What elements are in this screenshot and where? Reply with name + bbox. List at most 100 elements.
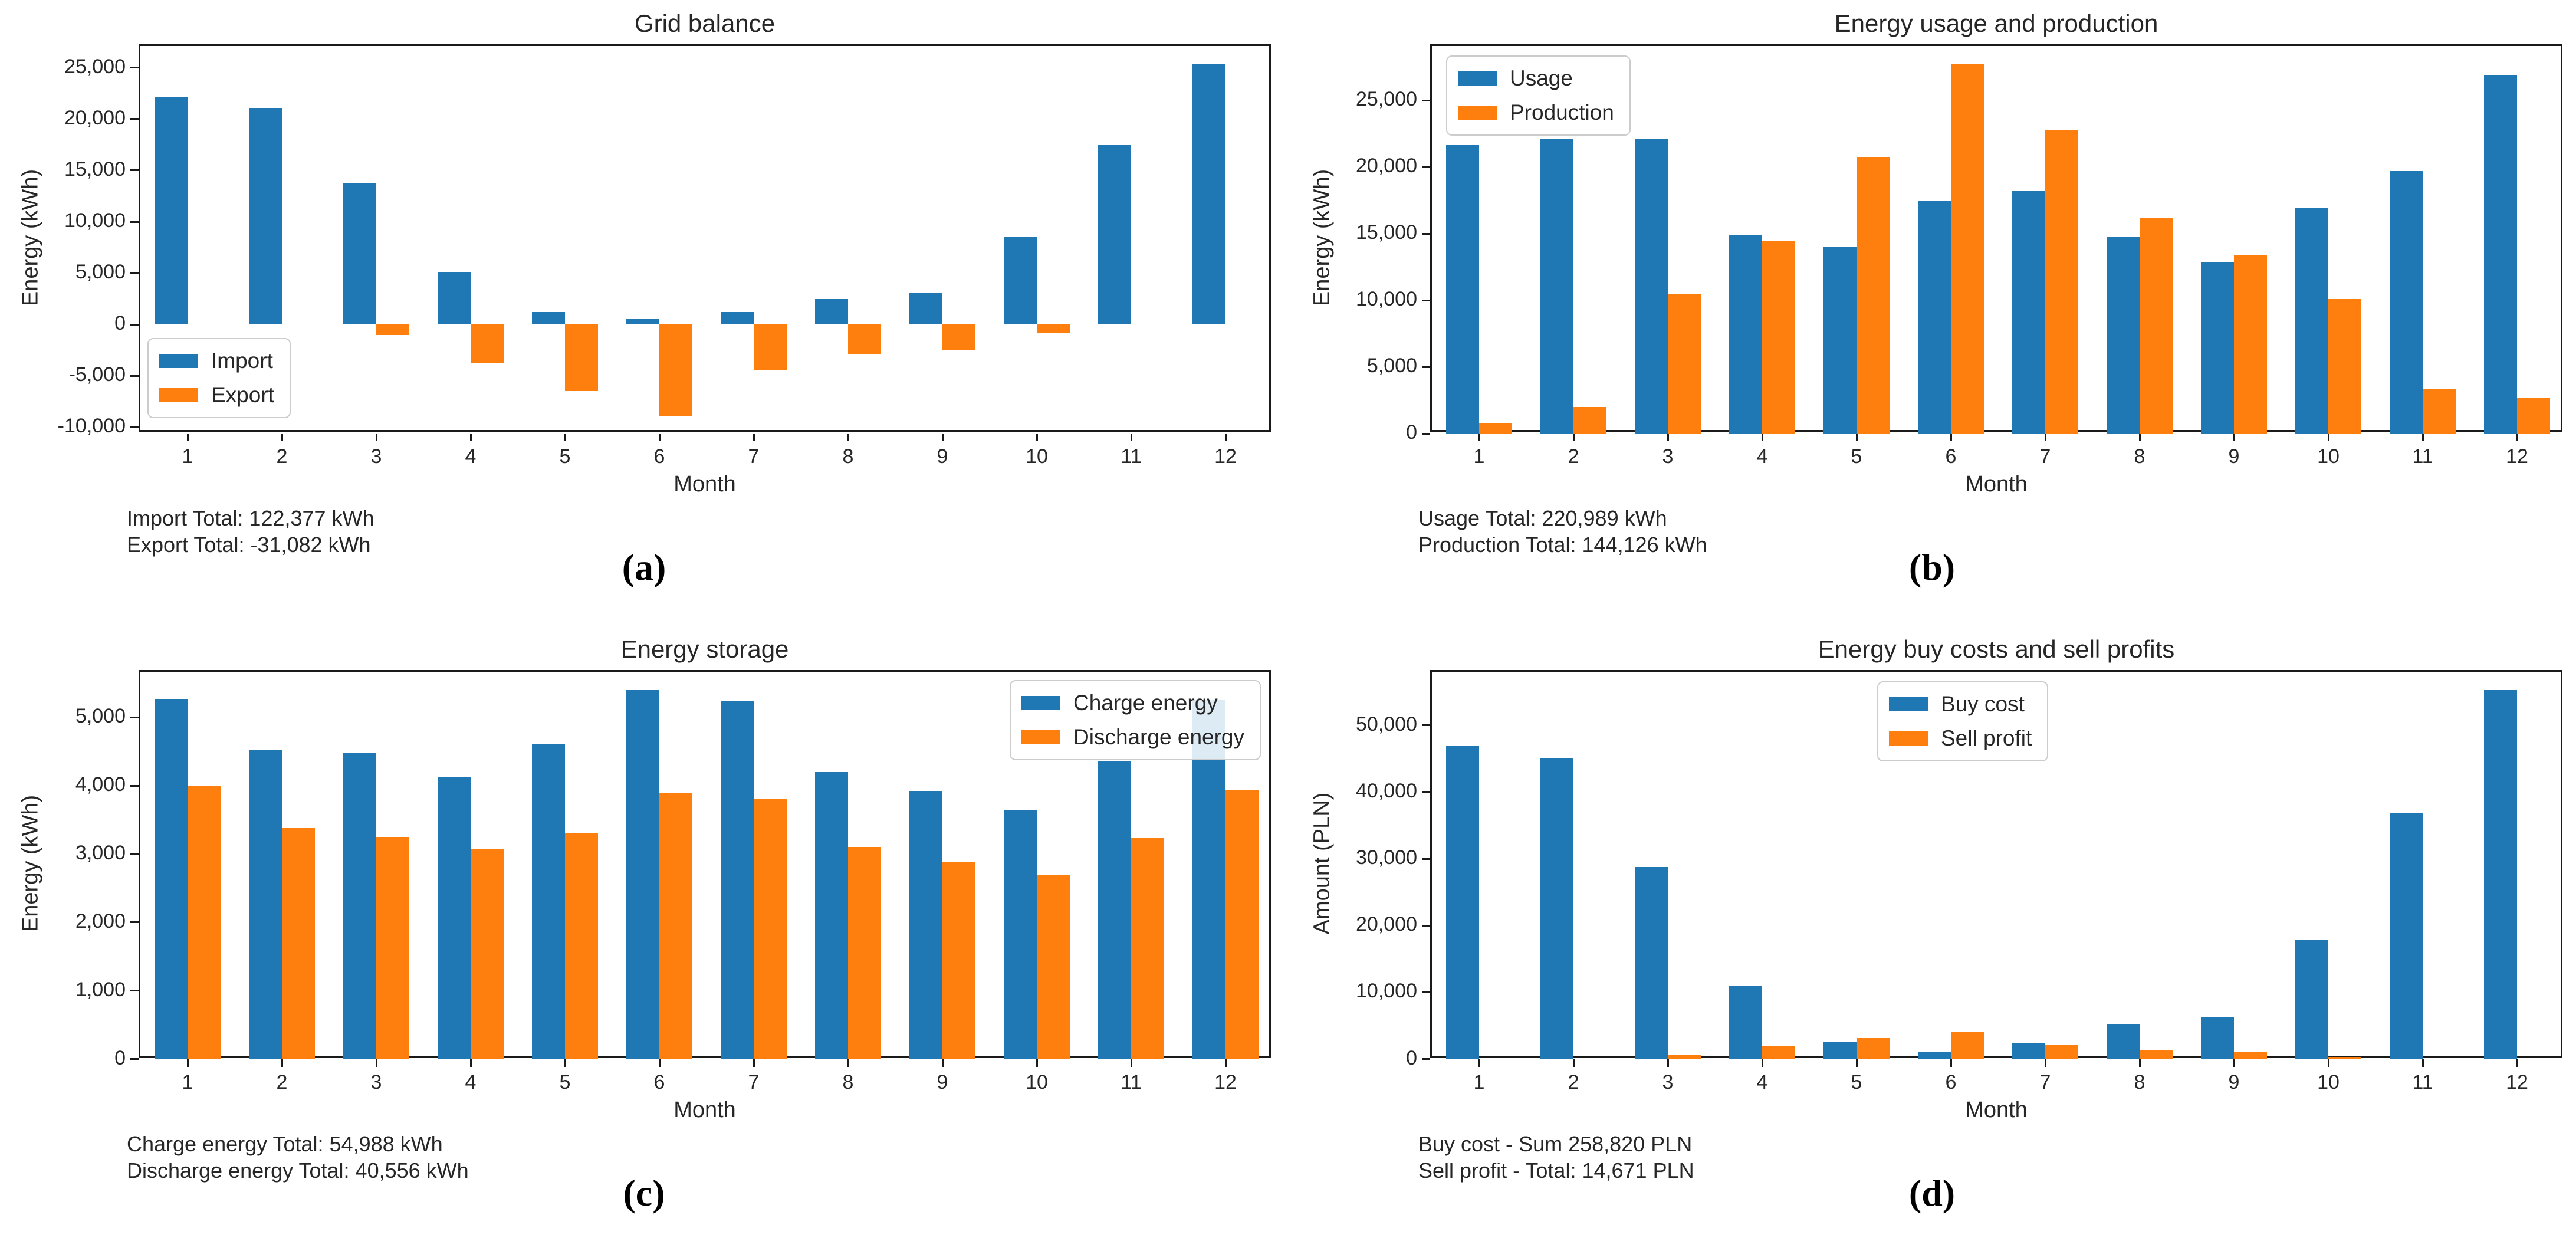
y-tick-label: 5,000 xyxy=(75,261,126,284)
total-line: Charge energy Total: 54,988 kWh xyxy=(127,1131,443,1156)
x-tick xyxy=(1572,1059,1575,1067)
x-tick xyxy=(186,1059,189,1067)
bar-usage xyxy=(1446,144,1479,434)
bar-charge-energy xyxy=(721,701,754,1059)
x-tick-label: 6 xyxy=(1945,1070,1957,1093)
bar-charge-energy xyxy=(249,750,282,1059)
bar-buy-cost xyxy=(2484,689,2517,1059)
y-tick xyxy=(1422,299,1430,301)
x-tick-label: 7 xyxy=(2039,445,2051,468)
total-line: Export Total: -31,082 kWh xyxy=(127,533,371,557)
legend-swatch-icon xyxy=(1889,731,1928,746)
y-tick-label: 3,000 xyxy=(75,841,126,864)
bar-discharge-energy xyxy=(1225,790,1259,1059)
x-tick xyxy=(753,1059,755,1067)
y-tick xyxy=(1422,1058,1430,1060)
y-axis-label: Energy (kWh) xyxy=(18,169,43,307)
y-tick-label: 25,000 xyxy=(64,55,126,78)
plot-area: 0 10,000 20,000 30,000 40,000 50,000 1 2 3 4 5 6 7 8 9… xyxy=(1356,669,2562,1093)
x-tick xyxy=(1130,434,1132,441)
x-tick-label: 6 xyxy=(1945,445,1957,468)
plot-area: 0 1,000 2,000 3,000 4,000 5,000 1 2 3 4 5 6 7 8 9 10 11 1… xyxy=(75,669,1271,1093)
y-tick-label: 25,000 xyxy=(1356,88,1417,111)
x-tick-label: 12 xyxy=(2506,1070,2528,1093)
bar-export xyxy=(659,324,692,416)
legend-item: Usage xyxy=(1458,66,1614,91)
total-line: Production Total: 144,126 kWh xyxy=(1418,533,1707,557)
bar-discharge-energy xyxy=(471,849,504,1059)
bar-discharge-energy xyxy=(754,799,787,1059)
x-tick-label: 7 xyxy=(748,445,760,468)
bar-production xyxy=(2140,218,2173,434)
bar-charge-energy xyxy=(1004,809,1037,1059)
x-tick xyxy=(1130,1059,1132,1067)
x-tick xyxy=(1478,1059,1480,1067)
x-tick xyxy=(1572,434,1575,441)
bar-buy-cost xyxy=(1635,866,1668,1059)
x-tick-label: 3 xyxy=(1662,445,1674,468)
y-tick-label: 20,000 xyxy=(1356,155,1417,178)
bar-sell-profit xyxy=(2140,1049,2173,1059)
bar-sell-profit xyxy=(2045,1045,2078,1059)
subfigure-caption: (d) xyxy=(1908,1171,1956,1214)
x-tick-label: 2 xyxy=(276,1070,288,1093)
x-axis-label: Month xyxy=(1965,1097,2028,1122)
x-tick xyxy=(564,434,566,441)
x-tick xyxy=(375,1059,377,1067)
bar-sell-profit xyxy=(2234,1052,2267,1059)
x-tick xyxy=(2421,1059,2424,1067)
x-tick-label: 9 xyxy=(2228,445,2240,468)
bar-discharge-energy xyxy=(376,836,409,1059)
y-tick-label: 0 xyxy=(1406,421,1417,444)
y-tick xyxy=(130,1058,139,1060)
x-tick-label: 8 xyxy=(842,1070,854,1093)
totals-text: Usage Total: 220,989 kWh Production Tota… xyxy=(1418,505,1707,558)
total-line: Import Total: 122,377 kWh xyxy=(127,506,374,530)
total-line: Buy cost - Sum 258,820 PLN xyxy=(1418,1131,1693,1156)
x-tick-label: 10 xyxy=(1026,445,1048,468)
x-tick xyxy=(375,434,377,441)
y-tick-label: 4,000 xyxy=(75,773,126,796)
bar-discharge-energy xyxy=(659,792,692,1059)
x-tick xyxy=(847,1059,849,1067)
legend-swatch-icon xyxy=(1889,697,1928,711)
x-tick-label: 4 xyxy=(465,1070,477,1093)
bar-usage xyxy=(1729,235,1762,434)
x-tick xyxy=(1667,1059,1669,1067)
bar-buy-cost xyxy=(1823,1042,1857,1059)
legend-label: Sell profit xyxy=(1941,725,2032,750)
bar-usage xyxy=(2484,75,2517,434)
bar-production xyxy=(1857,157,1890,434)
subfigure-caption: (a) xyxy=(622,546,666,588)
bar-usage xyxy=(1540,139,1573,434)
panel-buy-sell: Energy buy costs and sell profits Amount… xyxy=(1288,619,2576,1238)
bar-discharge-energy xyxy=(848,847,881,1059)
bar-import xyxy=(909,293,942,325)
x-tick-label: 5 xyxy=(1851,1070,1862,1093)
x-tick xyxy=(1761,1059,1763,1067)
bar-import xyxy=(815,298,848,325)
bar-production xyxy=(1573,406,1606,434)
bar-sell-profit xyxy=(2328,1056,2361,1059)
legend-item: Import xyxy=(159,349,274,373)
y-tick xyxy=(1422,724,1430,727)
x-tick-label: 10 xyxy=(2317,1070,2340,1093)
x-tick-label: 3 xyxy=(370,1070,382,1093)
x-tick-label: 9 xyxy=(937,1070,948,1093)
chart-title: Energy buy costs and sell profits xyxy=(1818,635,2175,663)
x-tick-label: 1 xyxy=(182,445,193,468)
x-tick-label: 3 xyxy=(1662,1070,1674,1093)
y-tick-label: 30,000 xyxy=(1356,846,1417,869)
y-tick xyxy=(1422,99,1430,101)
x-tick xyxy=(1761,434,1763,441)
y-tick-label: 10,000 xyxy=(1356,980,1417,1003)
chart-title: Energy storage xyxy=(620,635,789,663)
totals-text: Buy cost - Sum 258,820 PLN Sell profit -… xyxy=(1418,1131,1694,1184)
chart-title: Grid balance xyxy=(634,9,776,37)
x-tick xyxy=(658,1059,661,1067)
y-tick xyxy=(130,375,139,377)
bar-export xyxy=(565,324,598,392)
y-tick xyxy=(1422,791,1430,793)
bar-usage xyxy=(1918,200,1951,434)
y-tick xyxy=(1422,858,1430,860)
